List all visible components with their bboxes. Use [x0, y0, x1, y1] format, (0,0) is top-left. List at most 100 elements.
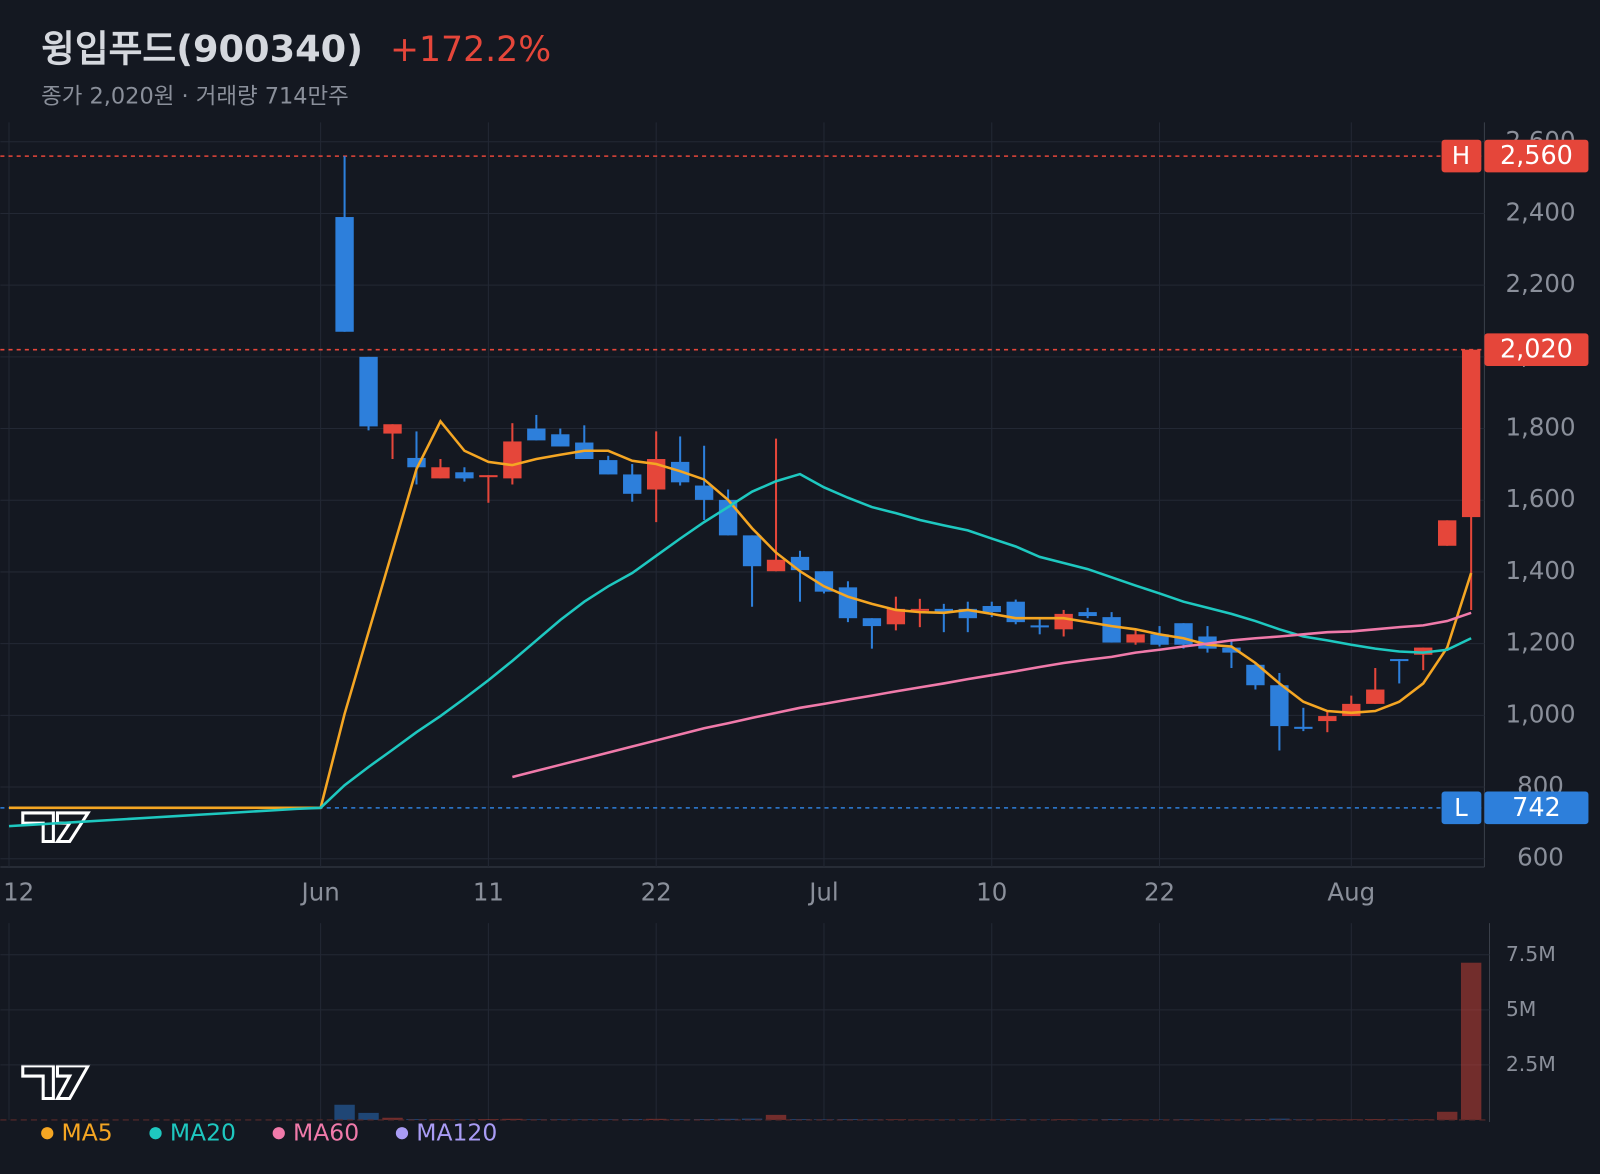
volume-bar — [334, 1104, 355, 1120]
candle-body — [1174, 623, 1193, 645]
volume-bar — [382, 1117, 403, 1120]
candle-body — [407, 457, 426, 468]
candle-body — [455, 472, 474, 479]
x-tick-label: 22 — [641, 878, 672, 907]
candle-body — [1030, 625, 1049, 628]
candle-body — [862, 618, 882, 627]
volume-tick-label: 7.5M — [1506, 942, 1556, 966]
candle-body — [982, 606, 1001, 613]
candle-body — [838, 587, 858, 619]
legend-label: MA60 — [293, 1119, 359, 1147]
candle-body — [1222, 647, 1241, 653]
candle-body — [479, 475, 498, 478]
volume-bar — [717, 1118, 739, 1120]
volume-bar — [358, 1112, 379, 1120]
candle-body — [1390, 659, 1409, 662]
candle-body — [1342, 703, 1361, 717]
volume-bar — [885, 1119, 907, 1120]
y-tick-label: 2,400 — [1505, 197, 1575, 226]
candle-body — [886, 608, 906, 625]
volume-bar — [1365, 1119, 1386, 1120]
x-tick-label: Aug — [1327, 878, 1375, 907]
volume-bar — [813, 1119, 835, 1120]
candle-body — [1270, 685, 1289, 727]
candle-body — [1150, 634, 1169, 645]
candle-body — [1461, 349, 1481, 518]
volume-bar — [645, 1118, 667, 1120]
candle-body — [1414, 647, 1433, 655]
price-marker-label: 2,020 — [1500, 335, 1573, 365]
price-marker-box — [1484, 139, 1589, 173]
candle-body — [1294, 726, 1313, 729]
x-tick-label: 12 — [3, 878, 34, 907]
candle-body — [623, 474, 642, 494]
volume-bar — [1101, 1119, 1122, 1120]
ma-line — [9, 419, 1473, 810]
volume-bar — [1029, 1119, 1050, 1121]
legend-label: MA5 — [62, 1119, 113, 1147]
candle-body — [934, 608, 953, 613]
y-tick-label: 1,000 — [1505, 699, 1575, 728]
price-marker-tag: H — [1452, 141, 1470, 170]
y-tick-label: 1,400 — [1505, 556, 1575, 585]
candle-body — [359, 356, 378, 427]
candle-body — [958, 608, 977, 619]
volume-bar — [622, 1119, 643, 1120]
candle-body — [1126, 634, 1145, 643]
price-marker-box — [1484, 791, 1589, 825]
y-tick-label: 2,200 — [1505, 269, 1575, 298]
volume-tick-label: 5M — [1506, 997, 1537, 1021]
volume-tick-label: 2.5M — [1506, 1052, 1556, 1076]
candle-body — [1437, 520, 1457, 546]
candle-body — [790, 556, 810, 571]
change: +172.2% — [390, 30, 551, 70]
candle-body — [431, 467, 450, 479]
volume-bar — [502, 1118, 523, 1120]
volume-bar — [765, 1114, 787, 1120]
volume-bar — [406, 1119, 427, 1120]
volume-bar — [1436, 1111, 1458, 1120]
candle-body — [503, 441, 522, 479]
volume-bar — [1293, 1119, 1314, 1120]
candle-body — [766, 559, 786, 572]
volume-bar — [478, 1119, 499, 1120]
y-tick-label: 1,800 — [1505, 413, 1575, 442]
candle-body — [1078, 612, 1097, 617]
candle-body — [1246, 664, 1265, 686]
candle-body — [742, 535, 762, 567]
y-tick-label: 600 — [1517, 843, 1564, 872]
x-tick-label: 22 — [1144, 878, 1175, 907]
x-tick-label: 11 — [473, 878, 504, 907]
price-marker-label: 742 — [1512, 793, 1561, 823]
ma-line — [8, 472, 1472, 828]
x-tick-label: 10 — [976, 878, 1007, 907]
volume-bar — [669, 1119, 691, 1120]
candle-body — [1366, 689, 1385, 704]
y-tick-label: 1,200 — [1505, 628, 1575, 657]
price-marker-tag-box — [1441, 791, 1482, 825]
candle-body — [1102, 617, 1121, 643]
volume-bar — [957, 1119, 978, 1121]
candle-body — [551, 434, 570, 447]
legend-swatch — [149, 1127, 162, 1140]
candle-body — [527, 428, 546, 441]
candle-body — [1054, 613, 1073, 630]
candle-body — [599, 460, 618, 475]
volume-bar — [1221, 1119, 1242, 1121]
price-marker-box — [1484, 333, 1589, 367]
volume-bar — [741, 1118, 763, 1120]
y-tick-label: 1,600 — [1505, 484, 1575, 513]
candle-body — [335, 217, 354, 332]
chart-title: 윙입푸드(900340) — [41, 27, 363, 70]
candle-body — [910, 608, 930, 611]
candle-body — [383, 424, 402, 434]
volume-bar — [1149, 1119, 1170, 1121]
price-marker-label: 2,560 — [1500, 141, 1573, 171]
price-marker-tag-box — [1441, 139, 1482, 173]
legend-swatch — [395, 1127, 409, 1140]
volume-bar — [1460, 962, 1482, 1120]
legend-label: MA120 — [416, 1119, 497, 1147]
candle-body — [694, 485, 714, 500]
candle-body — [1318, 716, 1337, 722]
